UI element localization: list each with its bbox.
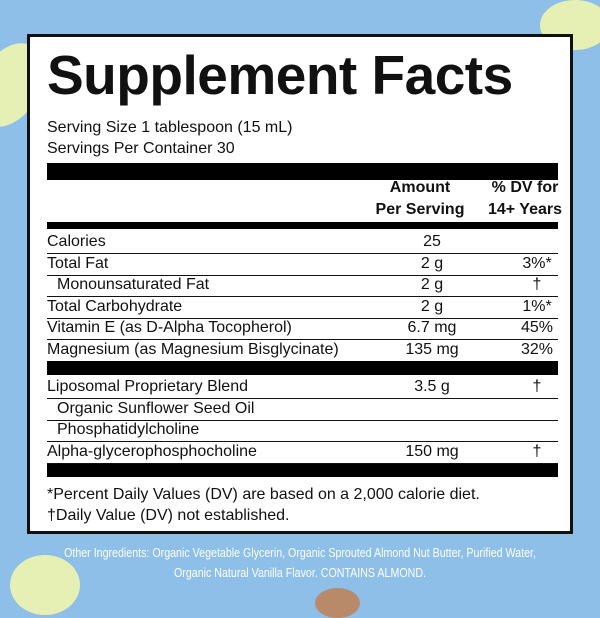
nutrient-row: Liposomal Proprietary Blend 3.5 g † [47,377,558,399]
nutrient-dv: † [532,378,542,395]
nutrient-dv: † [532,276,542,294]
nutrient-row: Vitamin E (as D-Alpha Tocopherol) 6.7 mg 4… [47,318,558,341]
nutrient-row: Organic Sunflower Seed Oil [47,399,558,421]
almond-decoration [315,588,360,618]
nutrient-name: Vitamin E (as D-Alpha Tocopherol) [47,319,292,337]
amount-header-line2: Per Serving [375,201,465,218]
nutrient-row: Total Fat 2 g 3%* [47,254,558,276]
nutrient-row: Magnesium (as Magnesium Bisglycinate) 135… [47,340,558,362]
nutrient-row: Alpha-glycerophosphocholine 150 mg † [47,442,558,464]
nutrient-name: Calories [47,233,106,250]
footnote-dv-not-established: †Daily Value (DV) not established. [47,507,290,524]
nutrient-amount: 135 mg [405,341,459,358]
divider-medium [47,222,558,229]
nutrient-name: Alpha-glycerophosphocholine [47,442,257,460]
nutrient-dv: 32% [520,341,554,358]
nutrient-dv: 3%* [522,254,552,272]
nutrient-dv: † [532,442,542,460]
nutrient-amount: 25 [423,233,441,250]
nutrient-name: Magnesium (as Magnesium Bisglycinate) [47,341,339,358]
nutrient-amount: 2 g [420,276,444,294]
nutrient-row: Calories 25 [47,232,558,254]
nutrient-amount: 2 g [420,297,444,315]
supplement-facts-panel: Supplement Facts Serving Size 1 tablespo… [27,34,573,534]
nutrient-name: Total Fat [47,254,109,272]
other-ingredients-line1: Other Ingredients: Organic Vegetable Gly… [64,545,536,560]
serving-size: Serving Size 1 tablespoon (15 mL) [47,119,293,136]
amount-header: Amount Per Serving [355,177,485,221]
other-ingredients-line2: Organic Natural Vanilla Flavor. CONTAINS… [174,565,426,580]
divider-thick [47,361,558,375]
nutrient-dv: 45% [520,319,554,337]
nutrient-amount: 2 g [420,254,444,272]
footnote-percent-dv: *Percent Daily Values (DV) are based on … [47,486,480,503]
nutrient-name: Phosphatidylcholine [57,421,200,439]
amount-header-line1: Amount [389,179,451,196]
nutrient-name: Organic Sunflower Seed Oil [57,399,255,417]
divider-thick [47,464,558,477]
nutrient-row: Total Carbohydrate 2 g 1%* [47,297,558,319]
servings-per-container: Servings Per Container 30 [47,140,235,157]
divider-thick [47,163,558,180]
nutrient-amount: 6.7 mg [407,319,457,337]
nutrient-dv: 1%* [522,297,552,315]
nutrient-row: Monounsaturated Fat 2 g † [47,275,558,298]
nutrient-amount: 150 mg [405,442,459,460]
nutrient-name: Monounsaturated Fat [57,276,210,294]
nutrient-row: Phosphatidylcholine [47,420,558,443]
dv-header: % DV for 14+ Years [480,177,570,221]
dv-header-line2: 14+ Years [487,201,562,218]
nutrient-amount: 3.5 g [414,378,450,395]
other-ingredients: Other Ingredients: Organic Vegetable Gly… [54,543,546,583]
nutrient-name: Liposomal Proprietary Blend [47,378,248,395]
nutrient-name: Total Carbohydrate [47,297,183,315]
panel-title: Supplement Facts [47,44,513,106]
dv-header-line1: % DV for [491,179,559,196]
